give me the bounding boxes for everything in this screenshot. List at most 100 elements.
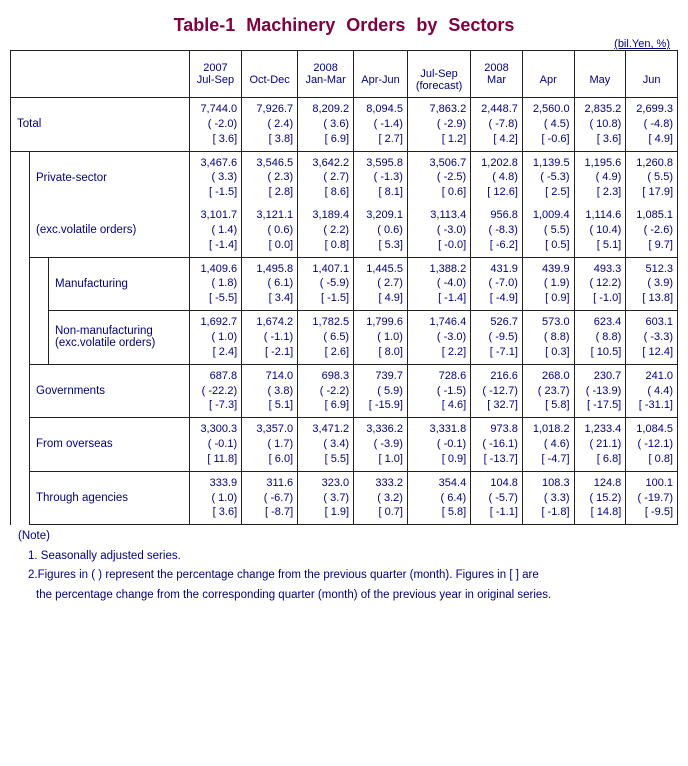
data-cell: 1,139.5( -5.3)[ 2.5] bbox=[522, 151, 574, 204]
data-cell: 1,445.5( 2.7)[ 4.9] bbox=[354, 257, 408, 311]
col-2: 2008Jan-Mar bbox=[298, 51, 354, 98]
data-cell: 512.3( 3.9)[ 13.8] bbox=[626, 257, 678, 311]
col-1: Oct-Dec bbox=[242, 51, 298, 98]
data-cell: 1,260.8( 5.5)[ 17.9] bbox=[626, 151, 678, 204]
data-cell: 354.4( 6.4)[ 5.8] bbox=[407, 471, 470, 525]
data-cell: 1,018.2( 4.6)[ -4.7] bbox=[522, 418, 574, 472]
data-cell: 7,926.7( 2.4)[ 3.8] bbox=[242, 98, 298, 152]
data-cell: 1,233.4( 21.1)[ 6.8] bbox=[574, 418, 626, 472]
data-cell: 3,300.3( -0.1)[ 11.8] bbox=[189, 418, 241, 472]
data-cell: 2,448.7( -7.8)[ 4.2] bbox=[471, 98, 523, 152]
data-cell: 7,863.2( -2.9)[ 1.2] bbox=[407, 98, 470, 152]
data-cell: 698.3( -2.2)[ 6.9] bbox=[298, 364, 354, 418]
data-cell: 333.2( 3.2)[ 0.7] bbox=[354, 471, 408, 525]
stub-cell-2 bbox=[30, 257, 49, 364]
note-2: 2.Figures in ( ) represent the percentag… bbox=[28, 568, 678, 584]
data-cell: 8,209.2( 3.6)[ 6.9] bbox=[298, 98, 354, 152]
data-cell: 3,471.2( 3.4)[ 5.5] bbox=[298, 418, 354, 472]
table-row: Governments687.8( -22.2)[ -7.3]714.0( 3.… bbox=[11, 364, 678, 418]
header-empty bbox=[11, 51, 190, 98]
data-cell: 973.8( -16.1)[ -13.7] bbox=[471, 418, 523, 472]
note-1: 1. Seasonally adjusted series. bbox=[28, 549, 678, 565]
data-cell: 1,388.2( -4.0)[ -1.4] bbox=[407, 257, 470, 311]
data-cell: 2,560.0( 4.5)[ -0.6] bbox=[522, 98, 574, 152]
data-cell: 100.1( -19.7)[ -9.5] bbox=[626, 471, 678, 525]
data-cell: 1,407.1( -5.9)[ -1.5] bbox=[298, 257, 354, 311]
col-0: 2007Jul-Sep bbox=[189, 51, 241, 98]
data-cell: 124.8( 15.2)[ 14.8] bbox=[574, 471, 626, 525]
data-cell: 573.0( 8.8)[ 0.3] bbox=[522, 311, 574, 365]
data-cell: 623.4( 8.8)[ 10.5] bbox=[574, 311, 626, 365]
data-cell: 526.7( -9.5)[ -7.1] bbox=[471, 311, 523, 365]
data-cell: 1,114.6( 10.4)[ 5.1] bbox=[574, 204, 626, 257]
data-cell: 739.7( 5.9)[ -15.9] bbox=[354, 364, 408, 418]
row-label: Through agencies bbox=[30, 471, 190, 525]
stub-cell bbox=[11, 151, 30, 525]
table-row: Non-manufacturing(exc.volatile orders)1,… bbox=[11, 311, 678, 365]
table-row: Manufacturing1,409.6( 1.8)[ -5.5]1,495.8… bbox=[11, 257, 678, 311]
data-cell: 323.0( 3.7)[ 1.9] bbox=[298, 471, 354, 525]
note-heading: (Note) bbox=[18, 529, 678, 545]
col-7: May bbox=[574, 51, 626, 98]
data-cell: 439.9( 1.9)[ 0.9] bbox=[522, 257, 574, 311]
data-cell: 431.9( -7.0)[ -4.9] bbox=[471, 257, 523, 311]
data-cell: 3,336.2( -3.9)[ 1.0] bbox=[354, 418, 408, 472]
data-cell: 3,113.4( -3.0)[ -0.0] bbox=[407, 204, 470, 257]
data-cell: 2,835.2( 10.8)[ 3.6] bbox=[574, 98, 626, 152]
row-label: From overseas bbox=[30, 418, 190, 472]
data-cell: 714.0( 3.8)[ 5.1] bbox=[242, 364, 298, 418]
data-cell: 230.7( -13.9)[ -17.5] bbox=[574, 364, 626, 418]
data-table: 2007Jul-Sep Oct-Dec 2008Jan-Mar Apr-Jun … bbox=[10, 50, 678, 525]
data-cell: 956.8( -8.3)[ -6.2] bbox=[471, 204, 523, 257]
data-cell: 1,409.6( 1.8)[ -5.5] bbox=[189, 257, 241, 311]
row-label: Manufacturing bbox=[49, 257, 190, 311]
col-4: Jul-Sep(forecast) bbox=[407, 51, 470, 98]
data-cell: 3,546.5( 2.3)[ 2.8] bbox=[242, 151, 298, 204]
data-cell: 104.8( -5.7)[ -1.1] bbox=[471, 471, 523, 525]
data-cell: 311.6( -6.7)[ -8.7] bbox=[242, 471, 298, 525]
data-cell: 603.1( -3.3)[ 12.4] bbox=[626, 311, 678, 365]
data-cell: 2,699.3( -4.8)[ 4.9] bbox=[626, 98, 678, 152]
row-label: Governments bbox=[30, 364, 190, 418]
table-row: (exc.volatile orders)3,101.7( 1.4)[ -1.4… bbox=[11, 204, 678, 257]
data-cell: 333.9( 1.0)[ 3.6] bbox=[189, 471, 241, 525]
note-3: the percentage change from the correspon… bbox=[36, 588, 678, 604]
data-cell: 216.6( -12.7)[ 32.7] bbox=[471, 364, 523, 418]
data-cell: 3,121.1( 0.6)[ 0.0] bbox=[242, 204, 298, 257]
data-cell: 1,195.6( 4.9)[ 2.3] bbox=[574, 151, 626, 204]
data-cell: 3,189.4( 2.2)[ 0.8] bbox=[298, 204, 354, 257]
data-cell: 268.0( 23.7)[ 5.8] bbox=[522, 364, 574, 418]
data-cell: 1,085.1( -2.6)[ 9.7] bbox=[626, 204, 678, 257]
col-5: 2008Mar bbox=[471, 51, 523, 98]
col-6: Apr bbox=[522, 51, 574, 98]
data-cell: 1,202.8( 4.8)[ 12.6] bbox=[471, 151, 523, 204]
data-cell: 3,642.2( 2.7)[ 8.6] bbox=[298, 151, 354, 204]
data-cell: 3,506.7( -2.5)[ 0.6] bbox=[407, 151, 470, 204]
data-cell: 3,467.6( 3.3)[ -1.5] bbox=[189, 151, 241, 204]
data-cell: 241.0( 4.4)[ -31.1] bbox=[626, 364, 678, 418]
data-cell: 1,692.7( 1.0)[ 2.4] bbox=[189, 311, 241, 365]
table-row: Through agencies333.9( 1.0)[ 3.6]311.6( … bbox=[11, 471, 678, 525]
row-label: (exc.volatile orders) bbox=[30, 204, 190, 257]
table-row: Total7,744.0( -2.0)[ 3.6]7,926.7( 2.4)[ … bbox=[11, 98, 678, 152]
col-3: Apr-Jun bbox=[354, 51, 408, 98]
data-cell: 7,744.0( -2.0)[ 3.6] bbox=[189, 98, 241, 152]
data-cell: 3,101.7( 1.4)[ -1.4] bbox=[189, 204, 241, 257]
data-cell: 1,782.5( 6.5)[ 2.6] bbox=[298, 311, 354, 365]
data-cell: 3,357.0( 1.7)[ 6.0] bbox=[242, 418, 298, 472]
data-cell: 1,674.2( -1.1)[ -2.1] bbox=[242, 311, 298, 365]
data-cell: 1,799.6( 1.0)[ 8.0] bbox=[354, 311, 408, 365]
data-cell: 8,094.5( -1.4)[ 2.7] bbox=[354, 98, 408, 152]
data-cell: 493.3( 12.2)[ -1.0] bbox=[574, 257, 626, 311]
data-cell: 1,746.4( -3.0)[ 2.2] bbox=[407, 311, 470, 365]
table-row: From overseas3,300.3( -0.1)[ 11.8]3,357.… bbox=[11, 418, 678, 472]
data-cell: 108.3( 3.3)[ -1.8] bbox=[522, 471, 574, 525]
data-cell: 687.8( -22.2)[ -7.3] bbox=[189, 364, 241, 418]
col-8: Jun bbox=[626, 51, 678, 98]
header-row: 2007Jul-Sep Oct-Dec 2008Jan-Mar Apr-Jun … bbox=[11, 51, 678, 98]
table-title: Table-1 Machinery Orders by Sectors bbox=[10, 15, 678, 36]
unit-label: (bil.Yen, %) bbox=[10, 38, 670, 50]
data-cell: 1,495.8( 6.1)[ 3.4] bbox=[242, 257, 298, 311]
data-cell: 728.6( -1.5)[ 4.6] bbox=[407, 364, 470, 418]
data-cell: 3,595.8( -1.3)[ 8.1] bbox=[354, 151, 408, 204]
